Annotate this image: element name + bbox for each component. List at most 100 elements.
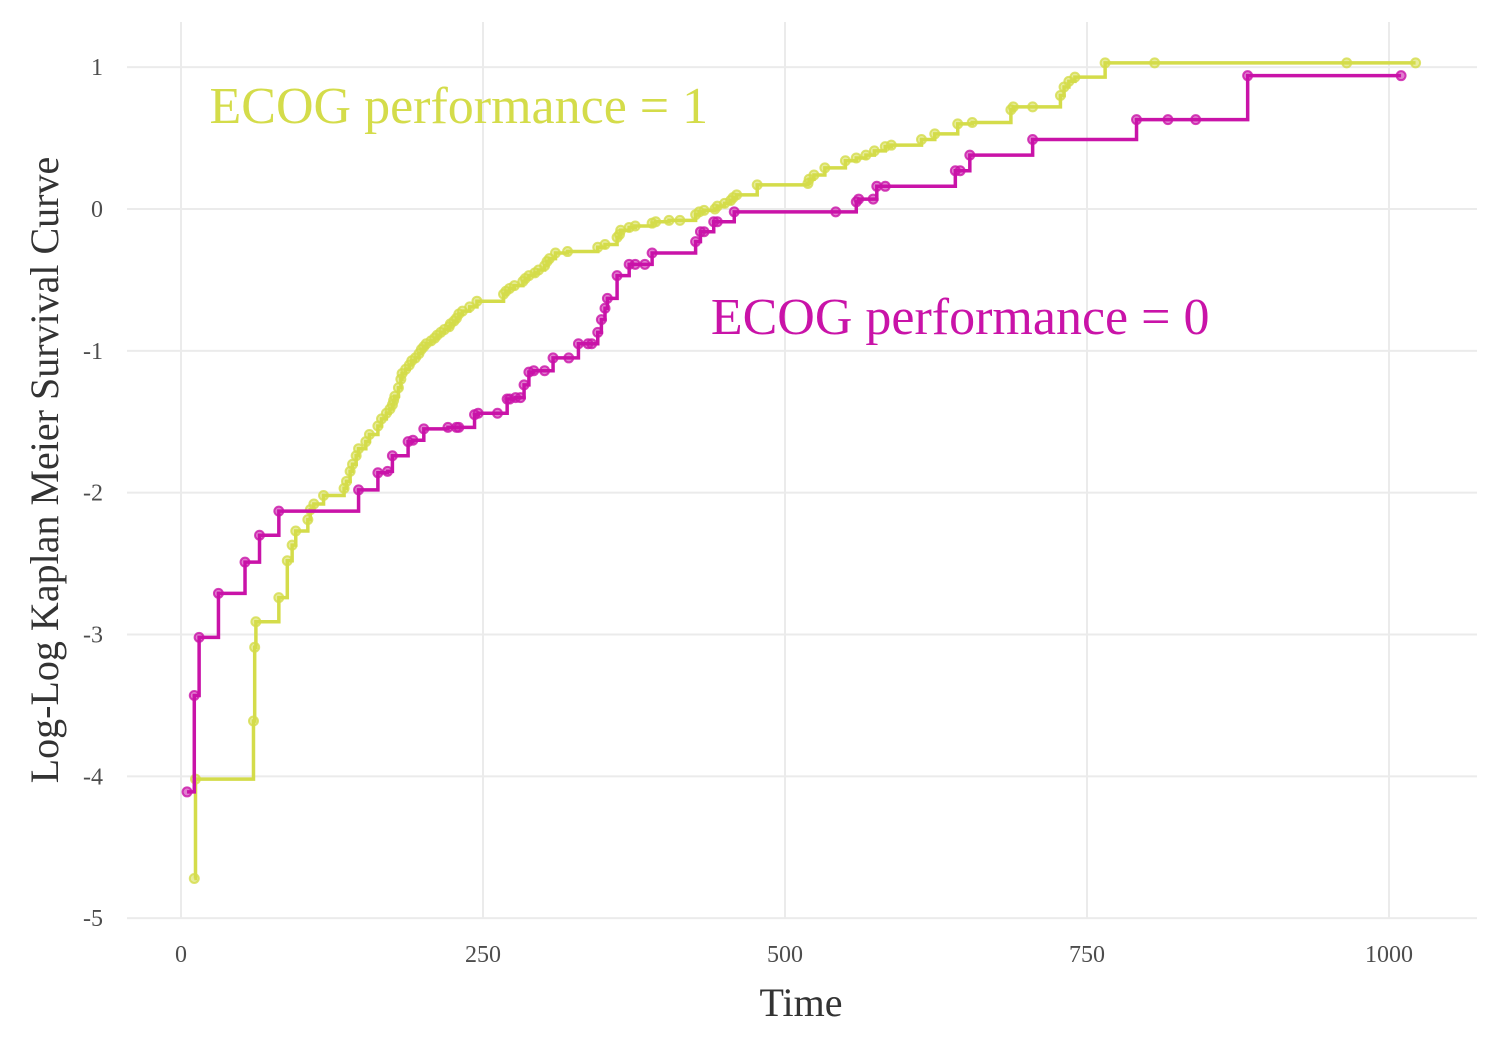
series-point — [853, 193, 865, 205]
series-point — [728, 206, 740, 218]
series-point — [1242, 70, 1254, 82]
series-point — [418, 423, 430, 435]
y-tick-label: 0 — [91, 197, 103, 223]
series-point — [629, 220, 641, 232]
y-tick-label: -3 — [83, 623, 103, 649]
y-tick-label: 1 — [91, 55, 103, 81]
series-point — [1190, 114, 1202, 126]
x-tick-label: 1000 — [1365, 942, 1413, 968]
series-point — [353, 443, 365, 455]
series-point — [286, 539, 298, 551]
series-point — [1069, 71, 1081, 83]
series-label: ECOG performance = 1 — [210, 78, 709, 135]
series-point — [592, 326, 604, 338]
series-point — [273, 592, 285, 604]
series-point — [386, 450, 398, 462]
series-point — [547, 352, 559, 364]
series-point — [966, 116, 978, 128]
series-point — [407, 434, 419, 446]
series-point — [1149, 57, 1161, 69]
series-point — [249, 641, 261, 653]
series-point — [281, 555, 293, 567]
series-point — [273, 505, 285, 517]
series-point — [879, 180, 891, 192]
series-point — [247, 715, 259, 727]
series-point — [254, 529, 266, 541]
series-point — [611, 270, 623, 282]
series-point — [514, 392, 526, 404]
series-point — [290, 525, 302, 537]
series-point — [372, 467, 384, 479]
series-2 — [181, 70, 1407, 798]
series-point — [711, 216, 723, 228]
series-point — [663, 214, 675, 226]
series-point — [952, 118, 964, 130]
series-point — [1099, 57, 1111, 69]
series-point — [1007, 101, 1019, 113]
series-point — [318, 490, 330, 502]
series-point — [964, 149, 976, 161]
y-tick-label: -1 — [83, 339, 103, 365]
series-point — [1131, 114, 1143, 126]
series-point — [868, 145, 880, 157]
series-point — [188, 872, 200, 884]
series-point — [353, 484, 365, 496]
series-point — [830, 206, 842, 218]
x-tick-labels: 0 250 500 750 1000 — [175, 942, 1413, 968]
series-point — [1027, 101, 1039, 113]
series-point — [472, 407, 484, 419]
series-point — [562, 246, 574, 258]
y-tick-labels: -5 -4 -3 -2 -1 0 1 — [83, 55, 103, 932]
series-point — [453, 421, 465, 433]
series-point — [867, 193, 879, 205]
series-point — [508, 280, 520, 292]
x-tick-label: 250 — [465, 942, 501, 968]
series-point — [1410, 57, 1422, 69]
series-point — [674, 214, 686, 226]
series-point — [599, 238, 611, 250]
series-point — [639, 258, 651, 270]
y-tick-label: -5 — [83, 906, 103, 932]
series-point — [1027, 134, 1039, 146]
series-point — [916, 134, 928, 146]
y-tick-label: -4 — [83, 764, 103, 790]
x-tick-label: 500 — [767, 942, 803, 968]
series-point — [599, 302, 611, 314]
series-point — [250, 616, 262, 628]
y-axis-title: Log-Log Kaplan Meier Survival Curve — [22, 157, 67, 784]
series-point — [808, 169, 820, 181]
series-point — [1162, 114, 1174, 126]
series-point — [471, 295, 483, 307]
series-point — [646, 247, 658, 259]
series-point — [1341, 57, 1353, 69]
series-point — [193, 631, 205, 643]
x-axis-title: Time — [759, 980, 842, 1025]
series-point — [239, 556, 251, 568]
series-point — [464, 301, 476, 313]
series-point — [885, 139, 897, 151]
series-1 — [188, 57, 1422, 884]
series-point — [528, 365, 540, 377]
series-point — [188, 689, 200, 701]
y-tick-label: -2 — [83, 481, 103, 507]
series-point — [698, 226, 710, 238]
series-point — [181, 786, 193, 798]
series-point — [491, 407, 503, 419]
series-point — [819, 162, 831, 174]
series-point — [929, 128, 941, 140]
series-point — [563, 352, 575, 364]
series-point — [382, 465, 394, 477]
series-point — [518, 379, 530, 391]
series-point — [860, 149, 872, 161]
grid-lines — [127, 22, 1477, 920]
series-point — [698, 204, 710, 216]
x-tick-label: 0 — [175, 942, 187, 968]
series-label: ECOG performance = 0 — [711, 289, 1210, 346]
series-point — [212, 587, 224, 599]
series-layer — [181, 57, 1422, 884]
series-point — [586, 338, 598, 350]
series-point — [302, 514, 314, 526]
series-point — [690, 236, 702, 248]
series-point — [751, 179, 763, 191]
